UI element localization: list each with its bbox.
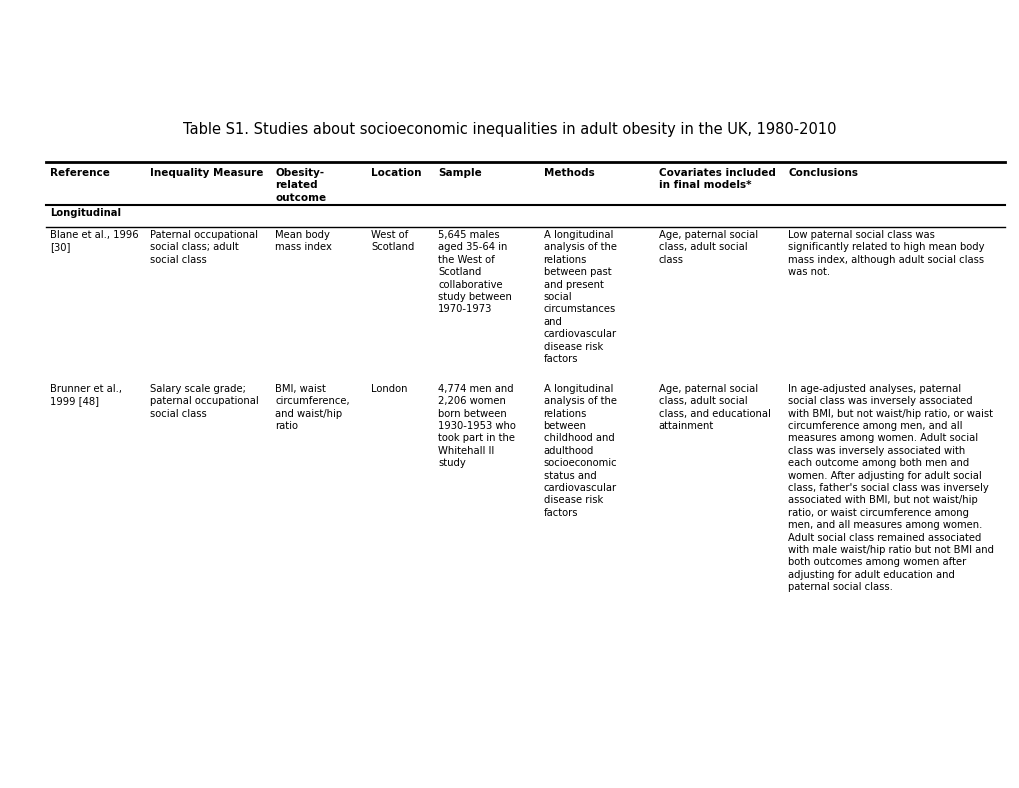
Text: Age, paternal social
class, adult social
class, and educational
attainment: Age, paternal social class, adult social… xyxy=(658,384,769,431)
Text: Inequality Measure: Inequality Measure xyxy=(150,168,264,178)
Text: Table S1. Studies about socioeconomic inequalities in adult obesity in the UK, 1: Table S1. Studies about socioeconomic in… xyxy=(183,122,836,137)
Text: London: London xyxy=(371,384,407,394)
Text: Obesity-
related
outcome: Obesity- related outcome xyxy=(275,168,326,203)
Text: Salary scale grade;
paternal occupational
social class: Salary scale grade; paternal occupationa… xyxy=(150,384,259,418)
Text: Longitudinal: Longitudinal xyxy=(50,208,120,218)
Text: In age-adjusted analyses, paternal
social class was inversely associated
with BM: In age-adjusted analyses, paternal socia… xyxy=(788,384,994,592)
Text: 5,645 males
aged 35-64 in
the West of
Scotland
collaborative
study between
1970-: 5,645 males aged 35-64 in the West of Sc… xyxy=(437,230,512,314)
Text: Low paternal social class was
significantly related to high mean body
mass index: Low paternal social class was significan… xyxy=(788,230,983,277)
Text: Sample: Sample xyxy=(437,168,481,178)
Text: Methods: Methods xyxy=(543,168,594,178)
Text: A longitudinal
analysis of the
relations
between past
and present
social
circums: A longitudinal analysis of the relations… xyxy=(543,230,616,364)
Text: Location: Location xyxy=(371,168,421,178)
Text: Mean body
mass index: Mean body mass index xyxy=(275,230,331,252)
Text: Blane et al., 1996
[30]: Blane et al., 1996 [30] xyxy=(50,230,139,252)
Text: BMI, waist
circumference,
and waist/hip
ratio: BMI, waist circumference, and waist/hip … xyxy=(275,384,350,431)
Text: West of
Scotland: West of Scotland xyxy=(371,230,414,252)
Text: Conclusions: Conclusions xyxy=(788,168,857,178)
Text: Age, paternal social
class, adult social
class: Age, paternal social class, adult social… xyxy=(658,230,757,265)
Text: Reference: Reference xyxy=(50,168,109,178)
Text: Covariates included
in final models*: Covariates included in final models* xyxy=(658,168,774,190)
Text: Brunner et al.,
1999 [48]: Brunner et al., 1999 [48] xyxy=(50,384,121,406)
Text: Paternal occupational
social class; adult
social class: Paternal occupational social class; adul… xyxy=(150,230,258,265)
Text: 4,774 men and
2,206 women
born between
1930-1953 who
took part in the
Whitehall : 4,774 men and 2,206 women born between 1… xyxy=(437,384,516,468)
Text: A longitudinal
analysis of the
relations
between
childhood and
adulthood
socioec: A longitudinal analysis of the relations… xyxy=(543,384,616,518)
